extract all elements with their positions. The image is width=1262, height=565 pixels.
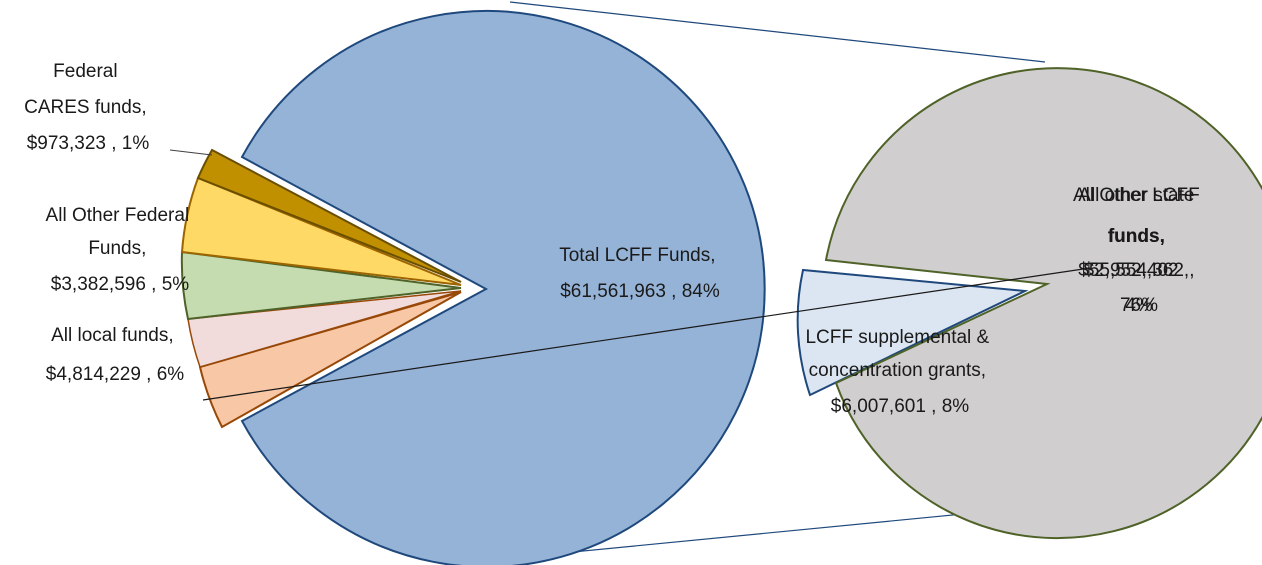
- label-lcff-supplemental-line-1: LCFF supplemental &: [805, 327, 989, 348]
- label-all-other-lcff-line-2: funds,: [1108, 226, 1165, 247]
- label-all-other-lcff: All Other LCFF funds, $55,554,362 , 76%: [1073, 185, 1205, 316]
- leader-line-all-other-state: [202, 267, 1091, 401]
- slice-lcff-supplemental: [796, 268, 1029, 397]
- label-federal-cares: Federal CARES funds, $973,323 , 1%: [24, 61, 152, 154]
- label-all-other-federal-line-1: All Other Federal: [46, 205, 190, 226]
- label-federal-cares-line-2: CARES funds,: [24, 97, 147, 118]
- label-all-other-lcff-line-3: $55,554,362 ,: [1078, 260, 1194, 281]
- slice-total-lcff: [240, 10, 766, 565]
- label-all-other-federal-line-2: Funds,: [88, 238, 146, 259]
- label-all-other-federal: All Other Federal Funds, $3,382,596 , 5%: [46, 205, 195, 295]
- label-all-local-funds-line-1: All local funds,: [51, 325, 174, 346]
- label-all-other-state: All other state funds, $2,952,402 , 4%: [1078, 185, 1199, 316]
- label-all-other-state-line-2: funds,: [1108, 226, 1165, 247]
- label-total-lcff-line-2: $61,561,963 , 84%: [560, 281, 720, 302]
- slice-all-other-lcff: [824, 67, 1262, 540]
- label-federal-cares-line-1: Federal: [53, 61, 117, 82]
- label-all-other-lcff-line-1: All Other LCFF: [1073, 185, 1200, 206]
- label-all-other-state-line-1: All other state: [1078, 185, 1194, 206]
- label-all-local-funds: All local funds, $4,814,229 , 6%: [46, 325, 184, 385]
- label-federal-cares-line-3: $973,323 , 1%: [27, 133, 150, 154]
- label-all-other-state-line-4: 4%: [1125, 295, 1153, 316]
- label-total-lcff-line-1: Total LCFF Funds,: [559, 245, 715, 266]
- label-all-other-federal-line-3: $3,382,596 , 5%: [51, 274, 189, 295]
- connector-line-top: [509, 1, 1046, 63]
- slice-federal-cares-funds: [196, 148, 462, 283]
- leader-line-federal-cares: [169, 149, 213, 156]
- label-lcff-supplemental-line-3: $6,007,601 , 8%: [831, 396, 969, 417]
- label-lcff-supplemental-line-2: concentration grants,: [809, 360, 986, 381]
- label-all-other-state-line-3: $2,952,402 ,: [1084, 260, 1190, 281]
- label-all-local-funds-line-2: $4,814,229 , 6%: [46, 364, 184, 385]
- label-all-other-lcff-line-4: 76%: [1120, 295, 1158, 316]
- label-lcff-supplemental: LCFF supplemental & concentration grants…: [805, 327, 994, 417]
- label-total-lcff: Total LCFF Funds, $61,561,963 , 84%: [559, 245, 721, 302]
